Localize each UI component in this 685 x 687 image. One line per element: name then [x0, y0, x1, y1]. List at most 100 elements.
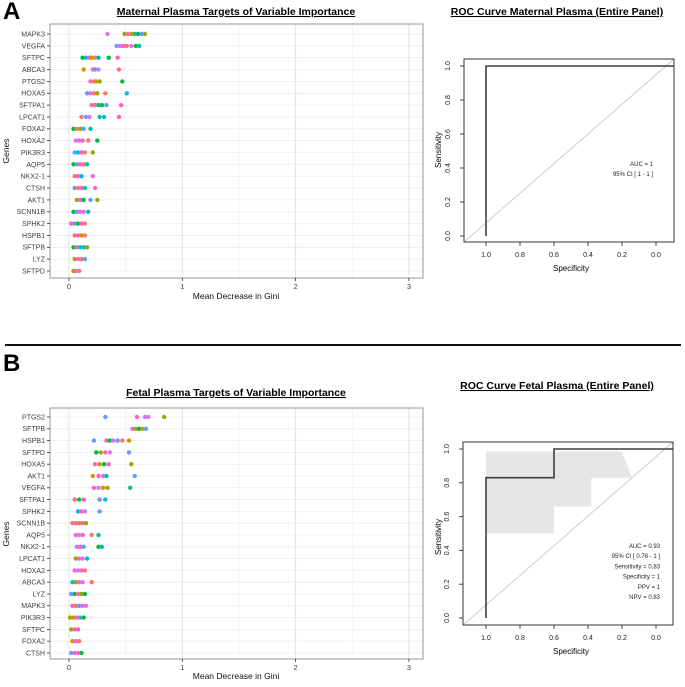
- dot: [75, 627, 81, 632]
- dot: [72, 150, 77, 155]
- dot: [75, 150, 81, 155]
- dot: [71, 162, 76, 167]
- gene-label: HOXA2: [21, 568, 45, 575]
- panel-border: [49, 407, 424, 660]
- dot: [129, 462, 134, 467]
- dot: [103, 414, 108, 420]
- gene-label: SFTPD: [22, 450, 45, 457]
- dot: [92, 67, 98, 72]
- dot: [84, 91, 90, 96]
- gene-label: HOXA5: [21, 462, 45, 469]
- x-tick-label: 2: [294, 282, 298, 291]
- gene-label: SCNN1B: [17, 521, 46, 528]
- gene-label: SFTPB: [22, 426, 45, 433]
- dot: [126, 450, 132, 455]
- gene-label: FOXA2: [22, 126, 45, 133]
- dot: [79, 591, 84, 597]
- dot: [77, 532, 82, 538]
- dot: [90, 473, 96, 479]
- dot: [105, 485, 110, 490]
- y-axis-label: Genes: [1, 521, 11, 546]
- dot: [75, 185, 81, 191]
- dot: [96, 544, 101, 549]
- dot: [73, 532, 79, 538]
- roc-stat-line: NPV = 0.83: [629, 595, 661, 601]
- dot: [72, 174, 77, 179]
- gene-label: ABCA3: [22, 67, 45, 74]
- dot: [98, 450, 103, 455]
- dot: [81, 245, 86, 250]
- dot: [132, 31, 137, 37]
- dot: [75, 591, 81, 597]
- dot: [96, 67, 101, 72]
- gene-label: LPCAT1: [19, 556, 45, 563]
- x-tick-label: 0.6: [549, 635, 559, 642]
- dot: [92, 55, 98, 60]
- x-tick-label: 1: [180, 663, 184, 672]
- dot: [79, 174, 84, 179]
- dot: [81, 197, 86, 203]
- dot: [80, 532, 85, 538]
- x-tick-label: 0.6: [549, 252, 559, 259]
- dot: [89, 55, 94, 60]
- dot: [72, 233, 77, 238]
- dot: [103, 497, 108, 502]
- dot: [78, 209, 83, 214]
- dot: [82, 509, 88, 514]
- dot: [116, 67, 122, 72]
- x-tick-label: 3: [407, 282, 411, 291]
- dot: [94, 450, 99, 455]
- y-axis-label: Sensitivity: [434, 132, 443, 168]
- gene-label: SCNN1B: [17, 209, 46, 216]
- dot: [75, 509, 81, 514]
- dot: [137, 426, 142, 431]
- x-tick-label: 0.8: [515, 252, 525, 259]
- dot: [90, 174, 96, 179]
- dot: [73, 138, 79, 143]
- dot: [77, 580, 82, 585]
- dot: [88, 91, 93, 96]
- dot: [77, 603, 82, 608]
- dot: [80, 138, 85, 143]
- x-tick-label: 1: [180, 282, 184, 291]
- dot: [121, 43, 126, 49]
- x-axis-label: Mean Decrease in Gini: [193, 291, 280, 301]
- chart-title: Fetal Plasma Targets of Variable Importa…: [126, 387, 346, 399]
- gene-label: NKX2-1: [20, 174, 45, 181]
- x-tick-label: 0.0: [651, 252, 661, 259]
- dot: [88, 197, 93, 203]
- dot: [79, 568, 84, 573]
- dot: [142, 414, 148, 420]
- gene-label: VEGFA: [22, 43, 46, 50]
- dot: [97, 462, 102, 467]
- dot: [72, 591, 77, 597]
- dot: [71, 209, 76, 214]
- gene-label: SFTPD: [22, 268, 45, 275]
- gene-label: CTSH: [26, 185, 45, 192]
- dot: [77, 268, 82, 274]
- dot: [67, 615, 73, 620]
- roc-stat-line: 95% CI [ 0.78 - 1 ]: [612, 554, 661, 560]
- dot: [128, 485, 133, 490]
- dot: [124, 91, 129, 96]
- dot: [97, 509, 102, 514]
- y-axis-label: Sensitivity: [434, 519, 443, 555]
- gene-label: LYZ: [33, 257, 46, 264]
- x-tick-label: 0.8: [515, 635, 525, 642]
- dot: [73, 556, 79, 561]
- dot: [77, 521, 82, 526]
- dot: [75, 256, 81, 262]
- dot: [103, 450, 108, 455]
- dot: [81, 126, 86, 131]
- dot: [162, 414, 167, 420]
- dot: [80, 603, 85, 608]
- dot: [79, 650, 84, 656]
- dot: [77, 556, 82, 561]
- dot: [132, 473, 137, 479]
- dot: [96, 102, 101, 108]
- gene-label: AKT1: [27, 473, 45, 480]
- dot: [70, 521, 75, 526]
- dot: [134, 414, 140, 420]
- roc-stat-line: Specificity = 1: [623, 575, 661, 581]
